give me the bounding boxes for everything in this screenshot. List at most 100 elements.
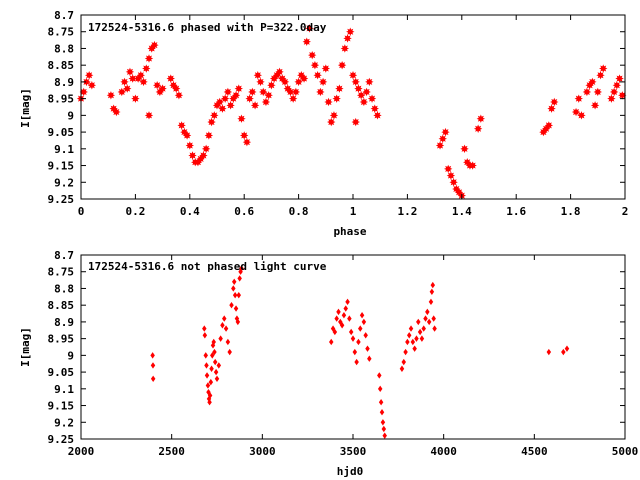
data-point — [218, 335, 223, 342]
data-point — [590, 101, 600, 110]
x-tick-label: 3500 — [340, 445, 367, 458]
x-tick-label: 1.8 — [561, 205, 581, 218]
data-point — [607, 94, 616, 103]
y-tick-label: 9 — [67, 349, 74, 362]
data-point — [208, 378, 214, 386]
data-point — [150, 40, 159, 50]
data-point — [235, 318, 241, 326]
x-tick-label: 0.6 — [234, 205, 254, 218]
data-point — [225, 338, 231, 346]
data-point — [334, 315, 339, 322]
data-point — [242, 137, 252, 147]
data-point — [185, 141, 194, 150]
data-point — [348, 328, 354, 336]
data-point — [82, 77, 91, 87]
data-point — [593, 87, 602, 97]
data-point — [476, 114, 486, 123]
data-point — [131, 94, 140, 103]
data-point — [212, 348, 217, 356]
data-point — [199, 151, 208, 160]
data-point — [356, 91, 366, 100]
data-point — [444, 164, 453, 174]
x-tick-label: 5000 — [612, 445, 639, 458]
data-point — [343, 305, 348, 312]
data-point — [308, 50, 317, 60]
phased-x-axis-label: phase — [333, 225, 366, 238]
data-point — [417, 328, 423, 336]
data-point — [204, 362, 209, 369]
data-point — [231, 91, 241, 100]
data-point — [286, 87, 295, 97]
data-point — [345, 298, 350, 306]
data-point — [207, 399, 212, 406]
data-point — [359, 97, 369, 107]
data-point — [139, 77, 148, 87]
data-point — [412, 345, 417, 352]
data-point — [416, 318, 421, 326]
data-point — [327, 117, 336, 127]
x-tick-label: 0.8 — [289, 205, 309, 218]
data-point — [408, 325, 414, 332]
data-point — [123, 84, 132, 93]
data-point — [346, 27, 355, 36]
data-point — [226, 101, 235, 110]
x-tick-label: 2500 — [158, 445, 185, 458]
data-point — [144, 111, 154, 120]
data-point — [237, 275, 242, 282]
data-point — [152, 81, 162, 90]
phased-chart-title: 172524-5316.6 phased with P=322.0day — [88, 21, 327, 34]
data-point — [204, 131, 214, 140]
phased-data-points — [76, 24, 627, 200]
data-point — [367, 94, 377, 103]
phased-plot-frame — [80, 14, 626, 200]
data-point — [142, 64, 151, 73]
data-point — [261, 97, 271, 107]
data-point — [358, 325, 363, 332]
data-point — [362, 87, 371, 97]
data-point — [340, 44, 350, 53]
x-tick-label: 3000 — [249, 445, 276, 458]
data-point — [172, 84, 181, 93]
data-point — [214, 375, 220, 382]
y-tick-label: 9.15 — [48, 400, 75, 413]
data-point — [430, 281, 436, 289]
data-point — [561, 348, 566, 356]
data-point — [339, 322, 345, 329]
data-point — [150, 352, 155, 359]
data-point — [106, 91, 116, 100]
data-point — [150, 375, 156, 382]
data-point — [120, 77, 129, 87]
data-point — [232, 291, 238, 299]
y-tick-label: 9 — [67, 109, 74, 122]
data-point — [216, 362, 222, 369]
x-tick-label: 0 — [78, 205, 85, 218]
y-tick-label: 9.05 — [48, 126, 75, 139]
y-tick-label: 8.8 — [54, 42, 74, 55]
data-point — [429, 288, 435, 295]
data-point — [419, 335, 425, 342]
data-point — [288, 94, 298, 103]
data-point — [205, 382, 211, 389]
data-point — [202, 325, 207, 332]
data-point — [547, 104, 556, 113]
data-point — [150, 362, 156, 369]
y-tick-label: 9.2 — [54, 416, 74, 429]
y-tick-label: 8.7 — [54, 249, 74, 262]
y-tick-label: 9.1 — [54, 383, 74, 396]
data-point — [449, 178, 458, 187]
unphased-y-axis-label: I[mag] — [19, 327, 32, 367]
y-tick-label: 9.25 — [48, 193, 75, 206]
data-point — [599, 64, 608, 73]
data-point — [473, 124, 483, 133]
data-point — [341, 312, 347, 319]
data-point — [79, 87, 88, 97]
data-point — [347, 315, 352, 322]
data-point — [310, 60, 320, 70]
x-tick-label: 0.2 — [125, 205, 145, 218]
data-point — [210, 352, 215, 359]
data-point — [253, 71, 262, 80]
data-point — [207, 117, 216, 127]
data-point — [299, 74, 309, 83]
data-point — [365, 345, 370, 352]
